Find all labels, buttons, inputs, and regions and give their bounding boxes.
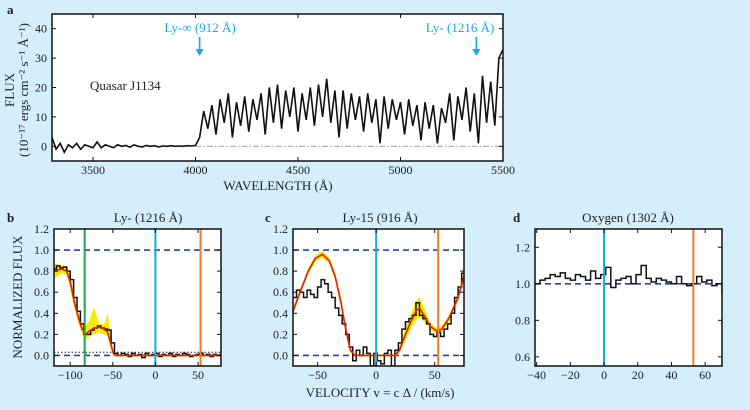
x-tick-label: −20: [561, 368, 580, 382]
y-tick-label: 1.0: [273, 243, 288, 257]
plot-area: [535, 229, 722, 366]
panel-a: 3500 4000 4500 5000 5500 0 10 20 30 40: [35, 13, 515, 177]
plot-frame: [53, 228, 222, 367]
y-tick-label: 0.2: [273, 327, 288, 341]
panel-a-ylabel-line2: (10⁻¹⁷ ergs cm⁻² s⁻¹ Å⁻¹): [16, 23, 31, 157]
y-tick-label: 0.8: [34, 264, 49, 278]
y-tick-label: 0.0: [273, 348, 288, 362]
x-tick-label: 50: [192, 368, 204, 382]
y-tick-label: 10: [35, 110, 47, 124]
x-tick-label: 20: [632, 368, 644, 382]
y-tick-label: 0.6: [273, 285, 288, 299]
panel-b: −100 −50 0 50 0.0 0.2 0.4 0.6 0.8 1.0 1.2: [34, 222, 222, 382]
plot-area: [54, 229, 221, 366]
plot-content: [293, 229, 464, 366]
arrow-down-icon: [195, 49, 204, 56]
y-tick-label: 40: [35, 22, 47, 36]
x-tick-label: 60: [699, 368, 711, 382]
panel-letter-c: c: [265, 210, 271, 225]
x-tick-label: 40: [665, 368, 677, 382]
y-tick-label: 0: [41, 139, 47, 153]
y-tick-label: 0.4: [273, 306, 288, 320]
y-tick-label: 0.2: [34, 327, 49, 341]
panel-d-title: Oxygen (1302 Å): [582, 210, 674, 225]
x-tick-label: −40: [527, 368, 546, 382]
model-curve: [54, 268, 221, 357]
y-tick-label: 1.0: [515, 277, 530, 291]
x-tick-label: 3500: [81, 163, 105, 177]
lyman-limit-label: Ly-∞ (912 Å): [164, 20, 235, 35]
x-tick-label: −50: [103, 368, 122, 382]
y-tick-label: 0.4: [34, 306, 49, 320]
plot-content: [54, 229, 221, 366]
spectrum-line: [52, 48, 503, 154]
plot-content: [52, 48, 503, 154]
panel-c-title: Ly-15 (916 Å): [342, 210, 417, 225]
y-tick-label: 20: [35, 81, 47, 95]
plot-frame: [534, 228, 723, 367]
y-tick-label: 0.8: [273, 264, 288, 278]
panel-a-xlabel: WAVELENGTH (Å): [223, 178, 332, 193]
panel-b-ylabel: NORMALIZED FLUX: [10, 235, 25, 359]
x-tick-label: 0: [373, 368, 379, 382]
plot-content: [535, 229, 722, 366]
quasar-label: Quasar J1134: [90, 78, 161, 93]
x-tick-label: 4500: [286, 163, 310, 177]
uncertainty-band: [54, 263, 221, 357]
x-tick-label: 50: [429, 368, 441, 382]
y-tick-label: 30: [35, 51, 47, 65]
y-tick-label: 1.2: [515, 240, 530, 254]
data-histogram: [535, 264, 722, 294]
x-tick-label: −100: [58, 368, 83, 382]
x-tick-label: 5000: [389, 163, 413, 177]
panel-letter-b: b: [7, 210, 14, 225]
panel-b-title: Ly- (1216 Å): [114, 210, 183, 225]
x-tick-label: 0: [152, 368, 158, 382]
y-tick-label: 1.2: [273, 222, 288, 236]
x-tick-label: 4000: [184, 163, 208, 177]
y-tick-label: 0.0: [34, 348, 49, 362]
x-tick-label: 5500: [491, 163, 515, 177]
lyman-alpha-label: Ly- (1216 Å): [426, 20, 495, 35]
x-tick-label: 0: [601, 368, 607, 382]
plot-frame: [292, 228, 465, 367]
panel-letter-a: a: [7, 2, 14, 17]
y-tick-label: 0.6: [515, 350, 530, 364]
panel-letter-d: d: [513, 210, 521, 225]
y-tick-label: 0.6: [34, 285, 49, 299]
y-tick-label: 1.0: [34, 243, 49, 257]
panel-a-ylabel-line1: FLUX: [2, 72, 17, 107]
arrow-down-icon: [472, 49, 481, 56]
panel-d: −40 −20 0 20 40 60 0.6 0.8 1.0 1.2: [515, 228, 723, 382]
velocity-xlabel: VELOCITY v = c Δ / (km/s): [306, 385, 455, 400]
panel-c: −50 0 50 0.0 0.2 0.4 0.6 0.8 1.0 1.2: [273, 222, 465, 382]
y-tick-label: 0.8: [515, 313, 530, 327]
y-tick-label: 1.2: [34, 222, 49, 236]
x-tick-label: −50: [308, 368, 327, 382]
